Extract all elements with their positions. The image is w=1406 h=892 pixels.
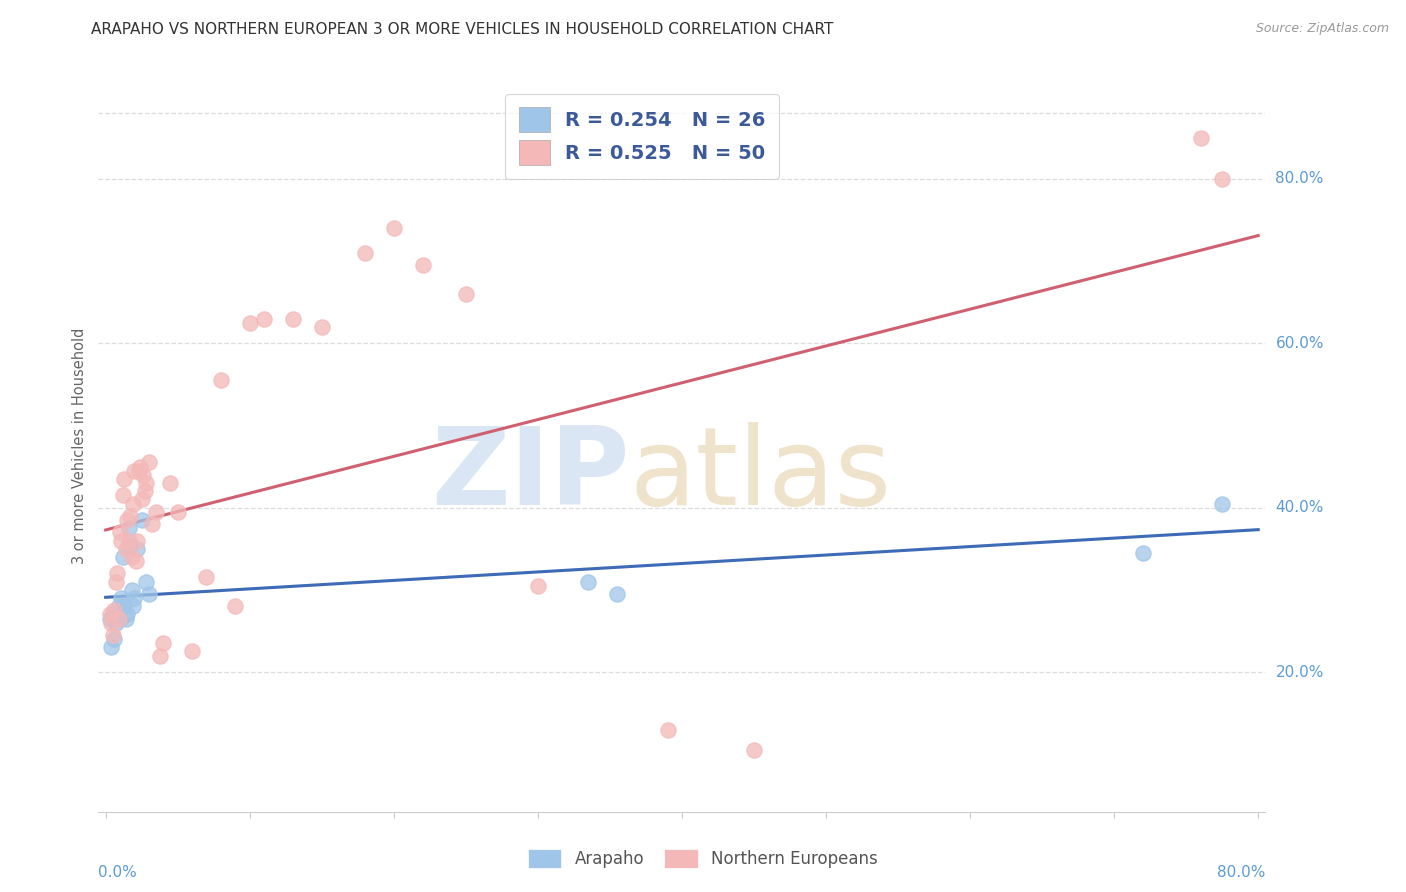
Point [112, 472, 135, 486]
Point [105, 607, 128, 622]
Point [195, 570, 218, 584]
Point [138, 455, 160, 469]
Point [135, 574, 157, 589]
Point [120, 508, 142, 523]
Point [108, 611, 131, 625]
Point [101, 607, 124, 622]
Point [124, 464, 146, 478]
Point [657, 723, 679, 737]
Point [454, 287, 477, 301]
Y-axis label: 3 or more Vehicles in Household: 3 or more Vehicles in Household [72, 328, 87, 564]
Text: atlas: atlas [630, 422, 891, 528]
Point [111, 549, 134, 564]
Text: 80.0%: 80.0% [1275, 171, 1324, 186]
Point [742, 743, 765, 757]
Point [128, 464, 150, 478]
Point [120, 538, 142, 552]
Point [1211, 172, 1233, 186]
Point [145, 505, 167, 519]
Point [141, 517, 163, 532]
Point [110, 533, 132, 548]
Text: 60.0%: 60.0% [1275, 335, 1324, 351]
Text: 40.0%: 40.0% [1275, 500, 1324, 516]
Point [149, 648, 172, 663]
Point [1132, 546, 1154, 560]
Point [209, 373, 232, 387]
Point [159, 475, 181, 490]
Point [104, 615, 127, 630]
Point [107, 611, 129, 625]
Text: 0.0%: 0.0% [98, 865, 138, 880]
Point [100, 640, 122, 655]
Point [107, 599, 129, 614]
Point [1211, 496, 1233, 510]
Point [103, 632, 125, 647]
Point [115, 513, 138, 527]
Point [105, 566, 128, 581]
Point [98, 607, 121, 622]
Point [1189, 130, 1212, 145]
Point [527, 579, 550, 593]
Point [131, 513, 153, 527]
Point [129, 459, 152, 474]
Point [166, 505, 188, 519]
Legend: Arapaho, Northern Europeans: Arapaho, Northern Europeans [522, 842, 884, 875]
Point [111, 488, 134, 502]
Point [101, 628, 124, 642]
Point [127, 533, 149, 548]
Point [125, 554, 148, 568]
Text: Source: ZipAtlas.com: Source: ZipAtlas.com [1256, 22, 1389, 36]
Point [122, 496, 145, 510]
Point [412, 258, 434, 272]
Point [121, 582, 143, 597]
Point [110, 591, 132, 605]
Text: ZIP: ZIP [430, 422, 630, 528]
Point [115, 607, 138, 622]
Point [224, 599, 246, 614]
Point [135, 475, 157, 490]
Point [138, 587, 160, 601]
Point [382, 221, 405, 235]
Point [118, 521, 141, 535]
Point [576, 574, 599, 589]
Point [134, 484, 156, 499]
Point [132, 467, 155, 482]
Point [98, 611, 121, 625]
Text: 80.0%: 80.0% [1218, 865, 1265, 880]
Point [104, 574, 127, 589]
Point [281, 311, 304, 326]
Point [239, 316, 262, 330]
Point [354, 245, 377, 260]
Point [253, 311, 276, 326]
Point [121, 549, 143, 564]
Point [606, 587, 628, 601]
Point [108, 525, 131, 540]
Point [112, 599, 135, 614]
Point [122, 599, 145, 614]
Point [152, 636, 174, 650]
Text: 20.0%: 20.0% [1275, 665, 1324, 680]
Point [103, 603, 125, 617]
Point [311, 319, 333, 334]
Point [124, 591, 146, 605]
Legend: R = 0.254   N = 26, R = 0.525   N = 50: R = 0.254 N = 26, R = 0.525 N = 50 [505, 94, 779, 178]
Point [181, 644, 204, 658]
Text: ARAPAHO VS NORTHERN EUROPEAN 3 OR MORE VEHICLES IN HOUSEHOLD CORRELATION CHART: ARAPAHO VS NORTHERN EUROPEAN 3 OR MORE V… [91, 22, 834, 37]
Point [127, 541, 149, 556]
Point [100, 615, 122, 630]
Point [118, 533, 141, 548]
Point [114, 611, 136, 625]
Point [114, 541, 136, 556]
Point [131, 492, 153, 507]
